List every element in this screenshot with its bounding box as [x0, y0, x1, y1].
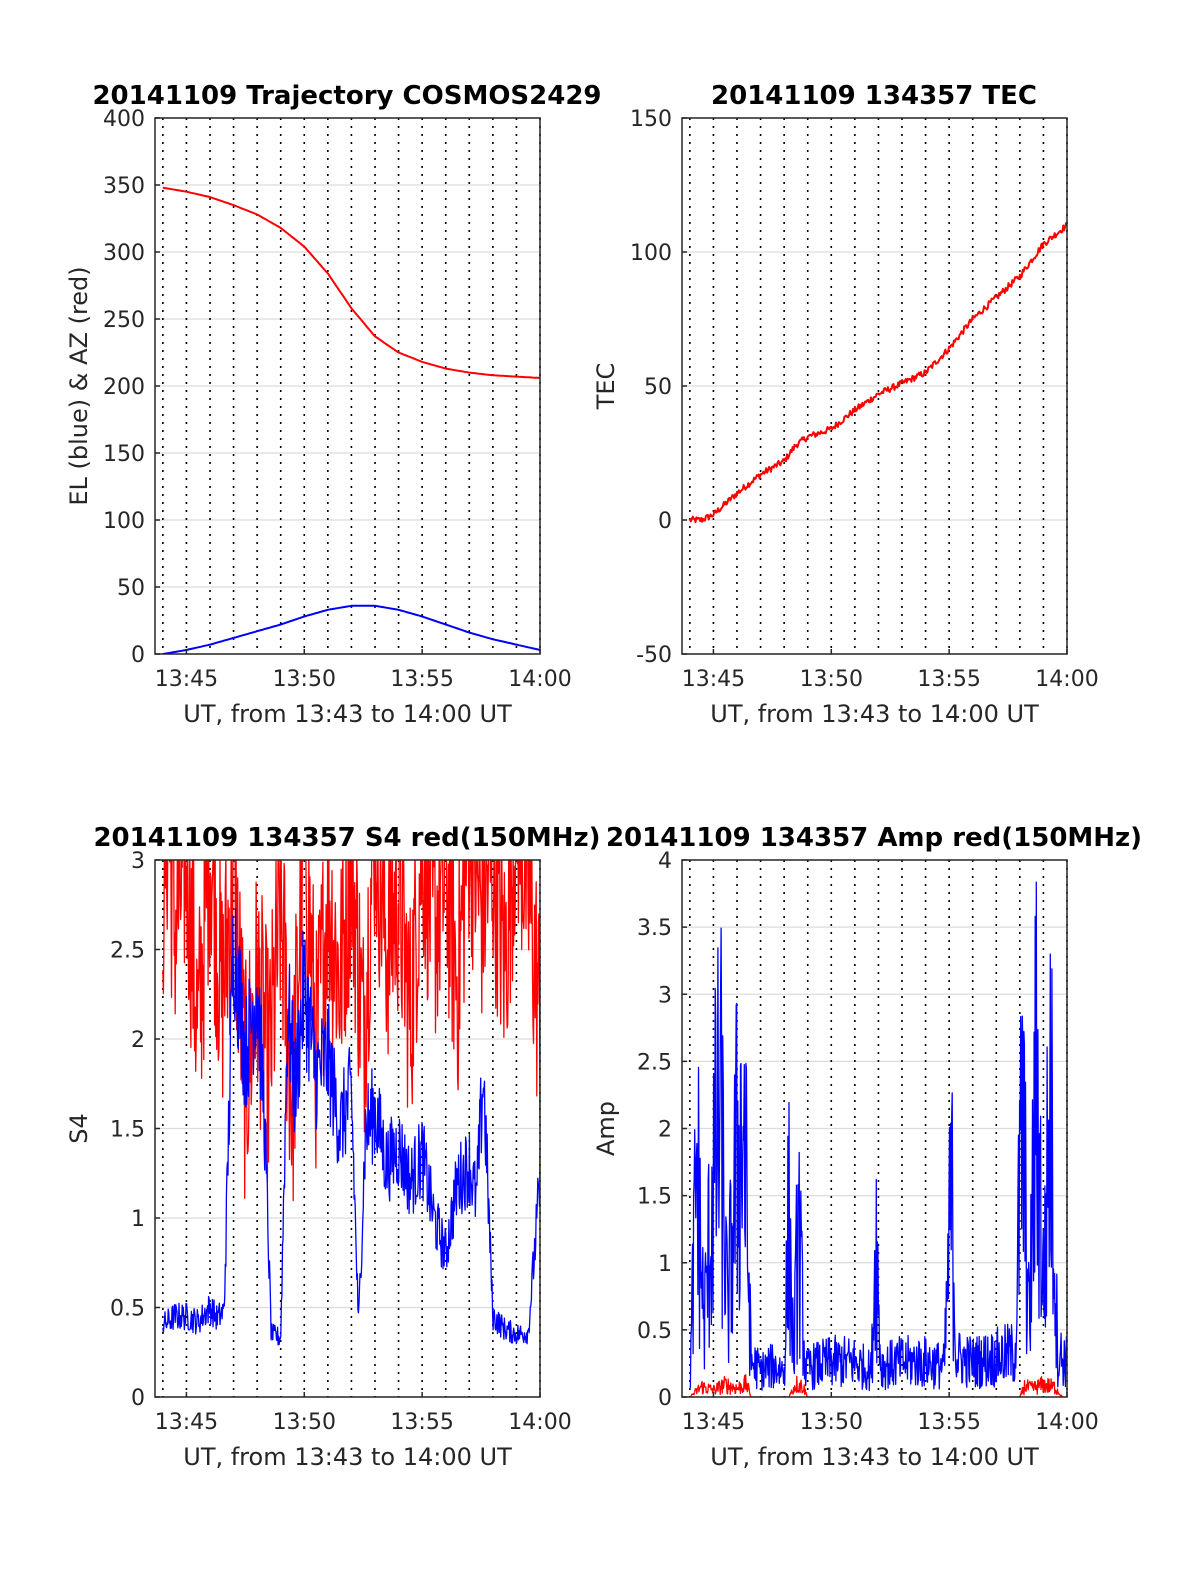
y-tick-label: 1: [658, 1252, 672, 1277]
y-tick-label: 2.5: [110, 939, 145, 964]
y-tick-label: 0.5: [110, 1297, 145, 1322]
tec-panel: -50 0 50 100 150 13:45 13:50 13:55 14:00 20141109…: [592, 81, 1099, 728]
y-tick-label: 300: [103, 241, 145, 266]
x-axis-label: UT, from 13:43 to 14:00 UT: [710, 1443, 1039, 1471]
s4-series-blue: [162, 908, 540, 1346]
y-tick-label: 1.5: [637, 1185, 672, 1210]
y-tick-label: 150: [103, 442, 145, 467]
x-tick-label: 13:45: [682, 667, 745, 692]
s4-series: [162, 860, 540, 1346]
y-tick-label: 3: [131, 849, 145, 874]
x-tick-label: 14:00: [508, 1410, 571, 1435]
trajectory-panel: 0 50 100 150 200 250 300 350 400 13:45 13:50 13:55 1…: [65, 81, 602, 728]
y-tick-label: 150: [630, 107, 672, 132]
tec-series: [688, 222, 1067, 524]
y-tick-label: 100: [103, 509, 145, 534]
y-tick-label: 200: [103, 375, 145, 400]
amp-series: [689, 881, 1067, 1397]
chart-title: 20141109 134357 Amp red(150MHz): [606, 823, 1142, 853]
chart-title: 20141109 Trajectory COSMOS2429: [92, 81, 601, 111]
x-tick-label: 14:00: [1035, 667, 1098, 692]
chart-title: 20141109 134357 S4 red(150MHz): [93, 823, 600, 853]
x-tick-label: 13:45: [155, 1410, 218, 1435]
y-tick-label: 0: [131, 1386, 145, 1411]
y-tick-label: -50: [636, 643, 672, 668]
y-tick-label: 2: [658, 1118, 672, 1143]
y-tick-label: 2: [131, 1028, 145, 1053]
y-axis-label: EL (blue) & AZ (red): [65, 266, 93, 505]
x-tick-label: 14:00: [508, 667, 571, 692]
chart-title: 20141109 134357 TEC: [711, 81, 1037, 111]
trajectory-series: [162, 186, 540, 654]
s4-panel: 0 0.5 1 1.5 2 2.5 3 13:45 13:50 13:55 14:00 2014110…: [65, 823, 601, 1471]
y-tick-label: 1: [131, 1207, 145, 1232]
y-tick-label: 4: [658, 849, 672, 874]
x-axis-label: UT, from 13:43 to 14:00 UT: [183, 700, 512, 728]
y-tick-label: 0: [131, 643, 145, 668]
y-tick-label: 50: [644, 375, 672, 400]
trajectory-series-blue: [162, 604, 540, 654]
y-tick-label: 0: [658, 509, 672, 534]
x-tick-label: 13:50: [273, 667, 336, 692]
y-axis-label: Amp: [592, 1101, 620, 1156]
y-tick-label: 50: [117, 576, 145, 601]
y-axis-label: TEC: [592, 363, 620, 411]
x-tick-label: 13:55: [390, 1410, 453, 1435]
tec-series-red: [688, 222, 1067, 524]
y-tick-label: 100: [630, 241, 672, 266]
s4-series-red: [162, 860, 540, 1202]
x-tick-label: 13:45: [155, 667, 218, 692]
y-tick-label: 3: [658, 983, 672, 1008]
x-tick-label: 13:50: [800, 1410, 863, 1435]
amp-series-red: [689, 1374, 1063, 1397]
y-tick-label: 250: [103, 308, 145, 333]
x-tick-label: 13:50: [800, 667, 863, 692]
x-tick-label: 13:55: [390, 667, 453, 692]
trajectory-series-red: [162, 186, 540, 379]
amp-series-blue: [689, 881, 1067, 1392]
y-tick-label: 2.5: [637, 1050, 672, 1075]
y-tick-label: 3.5: [637, 916, 672, 941]
x-tick-label: 13:55: [917, 667, 980, 692]
y-tick-label: 400: [103, 107, 145, 132]
x-tick-label: 13:50: [273, 1410, 336, 1435]
y-tick-label: 350: [103, 174, 145, 199]
y-tick-label: 0.5: [637, 1319, 672, 1344]
x-axis-label: UT, from 13:43 to 14:00 UT: [183, 1443, 512, 1471]
x-tick-label: 14:00: [1035, 1410, 1098, 1435]
y-tick-label: 1.5: [110, 1118, 145, 1143]
y-axis-label: S4: [65, 1113, 93, 1144]
x-axis-label: UT, from 13:43 to 14:00 UT: [710, 700, 1039, 728]
amp-panel: 0 0.5 1 1.5 2 2.5 3 3.5 4 13:45 13:50 13:55 14:00 201…: [592, 823, 1142, 1471]
y-tick-label: 0: [658, 1386, 672, 1411]
x-tick-label: 13:55: [917, 1410, 980, 1435]
x-tick-label: 13:45: [682, 1410, 745, 1435]
